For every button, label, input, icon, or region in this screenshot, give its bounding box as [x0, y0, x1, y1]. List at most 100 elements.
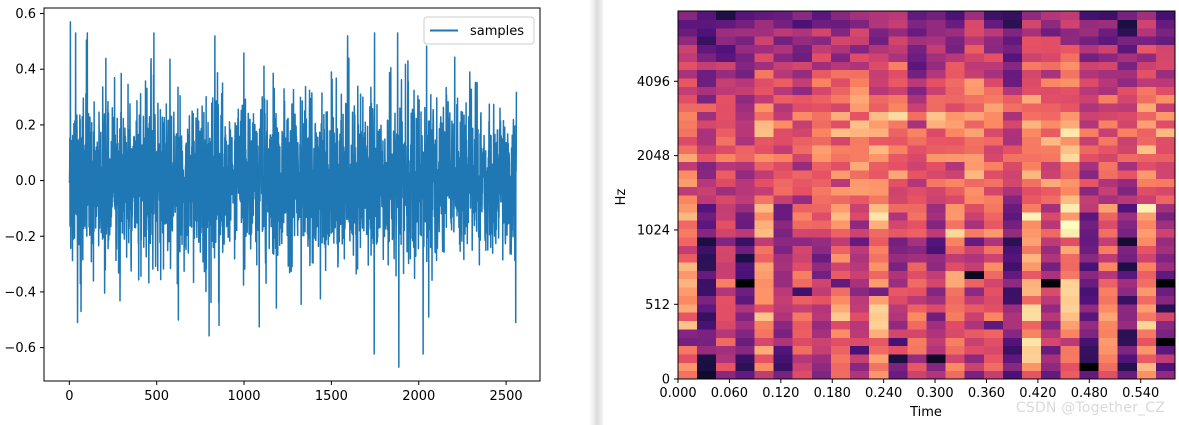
spectrogram-cell: [850, 211, 870, 221]
spectrogram-cell: [1136, 52, 1157, 62]
spectrogram-cell: [1022, 328, 1042, 338]
spectrogram-cell: [830, 270, 851, 280]
spectrogram-cell: [1136, 195, 1157, 204]
spec-y-tick-label: 512: [645, 298, 670, 313]
spectrogram-cell: [1155, 345, 1176, 355]
spectrogram-cell: [792, 261, 813, 271]
spectrogram-cell: [735, 261, 756, 271]
spectrogram-cell: [754, 119, 775, 129]
spectrogram-cell: [1041, 94, 1061, 104]
spectrogram-cell: [1022, 186, 1042, 196]
spectrogram-cell: [1022, 295, 1042, 305]
spectrogram-cell: [907, 144, 928, 154]
spectrogram-cell: [983, 19, 1004, 29]
spectrogram-cell: [754, 253, 775, 263]
spectrogram-cell: [850, 245, 870, 255]
spectrogram-cell: [792, 19, 813, 29]
spec-y-tick-label: 0: [662, 373, 670, 388]
spectrogram-cell: [1155, 353, 1176, 363]
spectrogram-cell: [678, 220, 698, 230]
spectrogram-cell: [1136, 136, 1157, 146]
spectrogram-cell: [926, 320, 947, 330]
spectrogram-cell: [1155, 77, 1176, 87]
spectrogram-cell: [1041, 228, 1061, 238]
spectrogram-cell: [869, 295, 889, 305]
spectrogram-cell: [792, 77, 813, 87]
spectrogram-cell: [964, 94, 985, 104]
spectrogram-cell: [1098, 111, 1119, 121]
spectrogram-cell: [754, 261, 775, 271]
spectrogram-cell: [1136, 186, 1157, 196]
spectrogram-cell: [1041, 11, 1061, 20]
spectrogram-cell: [907, 94, 928, 104]
spectrogram-cell: [811, 52, 832, 62]
spectrogram-cell: [792, 178, 813, 188]
spectrogram-cell: [1002, 345, 1023, 355]
spectrogram-cell: [811, 119, 832, 129]
spectrogram-cell: [926, 278, 947, 288]
spectrogram-cell: [792, 353, 813, 363]
spectrogram-cell: [697, 312, 717, 322]
spectrogram-cell: [850, 345, 870, 355]
spectrogram-cell: [830, 345, 851, 355]
spectrogram-cell: [1155, 245, 1176, 255]
spectrogram-cell: [1041, 287, 1061, 296]
spectrogram-cell: [983, 211, 1004, 221]
spectrogram-cell: [830, 119, 851, 129]
spectrogram-cell: [830, 103, 851, 112]
spectrogram-cell: [678, 69, 698, 79]
spectrogram-cell: [1022, 44, 1042, 54]
spectrogram-cell: [1079, 236, 1100, 246]
spectrogram-cell: [907, 278, 928, 288]
spectrogram-cell: [1022, 320, 1042, 330]
spectrogram-cell: [830, 353, 851, 363]
spectrogram-cell: [830, 236, 851, 246]
spectrogram-cell: [964, 178, 985, 188]
spectrogram-cell: [773, 69, 794, 79]
spectrogram-cell: [907, 303, 928, 313]
spectrogram-cell: [830, 11, 851, 20]
spectrogram-cell: [1060, 119, 1081, 129]
spectrogram-cell: [716, 287, 736, 296]
spectrogram-cell: [1002, 61, 1023, 71]
spectrogram-cell: [1155, 178, 1176, 188]
spectrogram-cell: [907, 61, 928, 71]
x-tick-label: 2000: [402, 389, 435, 404]
spectrogram-cell: [1079, 203, 1100, 213]
spectrogram-cell: [716, 203, 736, 213]
spectrogram-cell: [926, 94, 947, 104]
spectrogram-cell: [1117, 320, 1138, 330]
spectrogram-cell: [850, 312, 870, 322]
spectrogram-cell: [1041, 362, 1061, 372]
spectrogram-cell: [1022, 278, 1042, 288]
spectrogram-cell: [964, 186, 985, 196]
spectrogram-cell: [678, 312, 698, 322]
spectrogram-cell: [716, 337, 736, 347]
spectrogram-cell: [964, 19, 985, 29]
spectrogram-cell: [716, 312, 736, 322]
spectrogram-cell: [945, 211, 966, 221]
spectrogram-cell: [678, 27, 698, 37]
spectrogram-cell: [1136, 353, 1157, 363]
spectrogram-cell: [926, 161, 947, 171]
spectrogram-cell: [888, 253, 908, 263]
spectrogram-cell: [1155, 169, 1176, 179]
spectrogram-cell: [964, 270, 985, 280]
spectrogram-cell: [716, 77, 736, 87]
spectrogram-cell: [1155, 52, 1176, 62]
spectrogram-cell: [735, 328, 756, 338]
spectrogram-cell: [869, 236, 889, 246]
spectrogram-cell: [1136, 169, 1157, 179]
spectrogram-cell: [888, 353, 908, 363]
spec-x-tick-label: 0.180: [814, 386, 851, 401]
spectrogram-cell: [678, 370, 698, 380]
spectrogram-cell: [1002, 186, 1023, 196]
spectrogram-cell: [811, 86, 832, 96]
spectrogram-cell: [1098, 61, 1119, 71]
spectrogram-cell: [1098, 77, 1119, 87]
spectrogram-cell: [1002, 228, 1023, 238]
spectrogram-cell: [811, 245, 832, 255]
spectrogram-cell: [1041, 52, 1061, 62]
spectrogram-cell: [754, 312, 775, 322]
spectrogram-cell: [754, 345, 775, 355]
